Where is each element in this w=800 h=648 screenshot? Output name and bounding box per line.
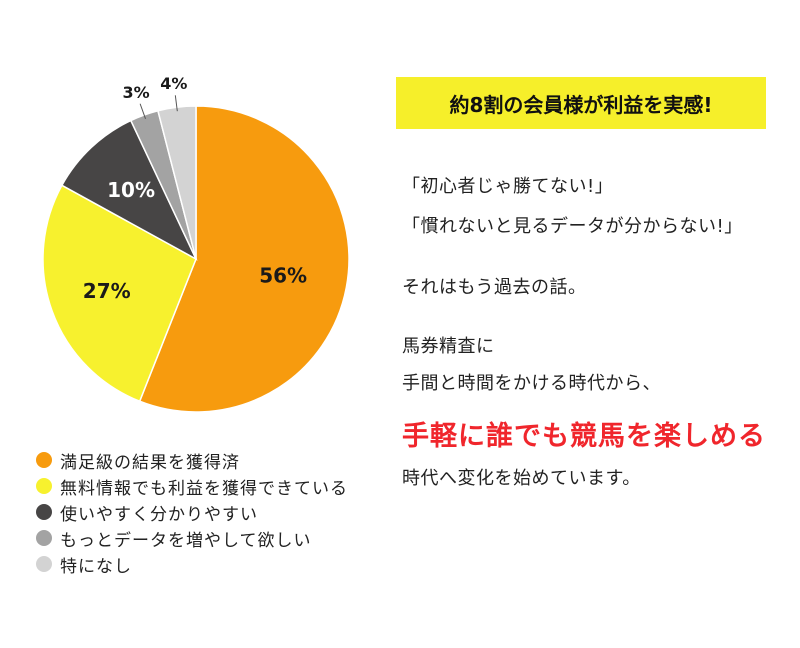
legend-item: 満足級の結果を獲得済: [36, 447, 348, 473]
slice-value-label: 56%: [259, 264, 307, 288]
quote-line: 「初心者じゃ勝てない!」: [402, 176, 614, 197]
slice-value-label: 4%: [160, 74, 187, 93]
legend-label: 満足級の結果を獲得済: [60, 452, 240, 473]
slice-value-label: 10%: [107, 178, 155, 202]
body-line: 馬券精査に: [402, 336, 495, 357]
legend-swatch: [36, 478, 52, 494]
pie-slice: [42, 184, 197, 403]
legend-item: 特になし: [36, 551, 348, 577]
leader-line: [174, 95, 178, 112]
headline-text: 約8割の会員様が利益を実感!: [449, 92, 713, 117]
slice-value-label: 27%: [83, 279, 131, 303]
legend-item: もっとデータを増やして欲しい: [36, 525, 348, 551]
headline-banner: 約8割の会員様が利益を実感!: [396, 77, 766, 129]
body-line: 時代へ変化を始めています。: [402, 468, 641, 489]
legend-label: 特になし: [60, 556, 132, 577]
legend-swatch: [36, 530, 52, 546]
leader-line: [139, 103, 146, 119]
quote-line: 「慣れないと見るデータが分からない!」: [402, 216, 743, 237]
legend-label: 使いやすく分かりやすい: [60, 504, 258, 525]
legend-swatch: [36, 452, 52, 468]
legend-item: 無料情報でも利益を獲得できている: [36, 473, 348, 499]
pie-slice: [138, 105, 350, 413]
legend-label: もっとデータを増やして欲しい: [60, 530, 312, 551]
legend-label: 無料情報でも利益を獲得できている: [60, 478, 348, 499]
legend-swatch: [36, 556, 52, 572]
highlight-text: 手軽に誰でも競馬を楽しめる: [402, 421, 766, 452]
pie-slice: [60, 119, 198, 261]
body-line: それはもう過去の話。: [402, 277, 587, 298]
body-line: 手間と時間をかける時代から、: [402, 373, 661, 394]
legend-item: 使いやすく分かりやすい: [36, 499, 348, 525]
chart-legend: 満足級の結果を獲得済 無料情報でも利益を獲得できている 使いやすく分かりやすい …: [36, 447, 348, 577]
legend-swatch: [36, 504, 52, 520]
slice-value-label: 3%: [122, 83, 149, 102]
